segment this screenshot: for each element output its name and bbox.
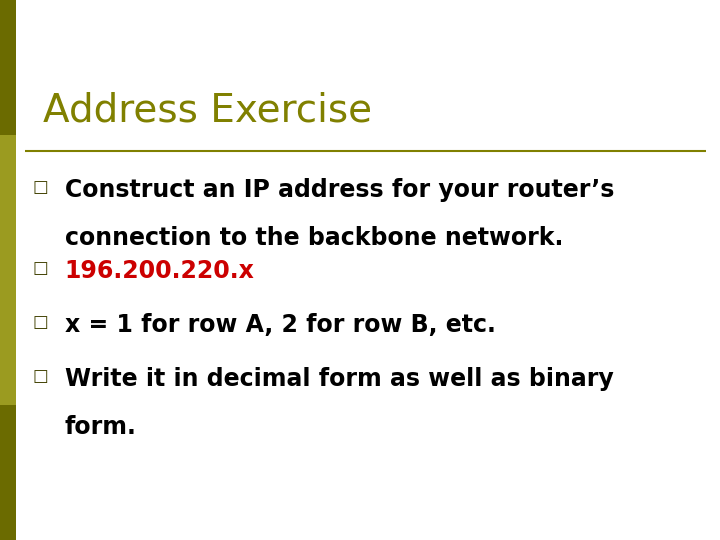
Text: Address Exercise: Address Exercise xyxy=(43,92,372,130)
Text: 196.200.220.x: 196.200.220.x xyxy=(65,259,255,283)
Text: □: □ xyxy=(32,259,48,277)
Text: □: □ xyxy=(32,313,48,331)
Text: □: □ xyxy=(32,178,48,196)
Text: connection to the backbone network.: connection to the backbone network. xyxy=(65,226,563,249)
Text: form.: form. xyxy=(65,415,137,438)
Text: Construct an IP address for your router’s: Construct an IP address for your router’… xyxy=(65,178,614,202)
Bar xyxy=(0,135,16,405)
Text: x = 1 for row A, 2 for row B, etc.: x = 1 for row A, 2 for row B, etc. xyxy=(65,313,495,337)
Text: Write it in decimal form as well as binary: Write it in decimal form as well as bina… xyxy=(65,367,613,391)
Bar xyxy=(0,0,16,540)
Text: □: □ xyxy=(32,367,48,385)
